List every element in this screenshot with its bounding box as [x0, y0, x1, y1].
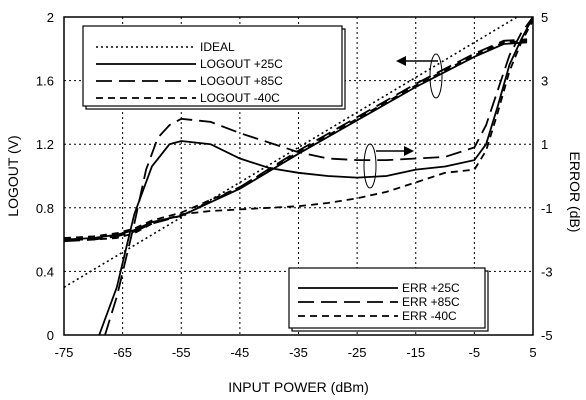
series-line-logout-40c [64, 39, 528, 239]
series-line-err-25c [98, 17, 533, 335]
series-layer [64, 17, 533, 335]
plot-frame [63, 16, 534, 336]
left-axis-curve-marker-icon [429, 53, 443, 99]
series-line-logout-25c [64, 41, 528, 241]
tick-labels: -75 -65 -55 -45 -35 -25 -15 -5 500.40.81.21.62-5… [36, 10, 553, 360]
y-axis-title: LOGOUT (V) [5, 135, 21, 216]
annotation-layer [363, 53, 443, 189]
right-axis-curve-marker-icon [363, 143, 377, 189]
x-tick-label: -75 [55, 345, 74, 360]
legend-label: IDEAL [200, 40, 235, 54]
legend-label: LOGOUT +85C [200, 74, 283, 88]
right-axis-arrowhead-icon [404, 146, 414, 156]
legend-label: ERR +25C [402, 281, 460, 295]
x-tick-label: -5 [469, 345, 481, 360]
series-line-ideal [64, 17, 519, 288]
y-tick-label: 0.8 [36, 201, 54, 216]
y2-tick-label: -1 [541, 201, 553, 216]
x-tick-label: -25 [348, 345, 367, 360]
left-axis-arrowhead-icon [396, 56, 406, 66]
x-tick-label: 5 [529, 345, 536, 360]
x-tick-label: -65 [113, 345, 132, 360]
y2-axis-title: ERROR (dB) [567, 152, 583, 233]
y-tick-label: 2 [47, 10, 54, 25]
x-tick-label: -35 [289, 345, 308, 360]
series-line-err-85c [104, 17, 533, 335]
y-tick-label: 0.4 [36, 264, 54, 279]
legend-label: LOGOUT -40C [200, 91, 280, 105]
legend-label: LOGOUT +25C [200, 57, 283, 71]
y2-tick-label: 3 [541, 74, 548, 89]
y-tick-label: 1.2 [36, 137, 54, 152]
y-tick-label: 1.6 [36, 74, 54, 89]
legend-label: ERR +85C [402, 295, 460, 309]
x-tick-label: -15 [406, 345, 425, 360]
legend-label: ERR -40C [402, 309, 457, 323]
y-tick-label: 0 [47, 328, 54, 343]
y2-tick-label: 5 [541, 10, 548, 25]
y2-tick-label: -3 [541, 264, 553, 279]
x-tick-label: -55 [172, 345, 191, 360]
legend-top-left: IDEAL LOGOUT +25C LOGOUT +85C LOGOUT -40C [82, 25, 346, 110]
y2-tick-label: -5 [541, 328, 553, 343]
series-line-err-40c [64, 19, 533, 241]
y2-tick-label: 1 [541, 137, 548, 152]
x-axis-title: INPUT POWER (dBm) [228, 379, 369, 395]
x-tick-label: -45 [230, 345, 249, 360]
